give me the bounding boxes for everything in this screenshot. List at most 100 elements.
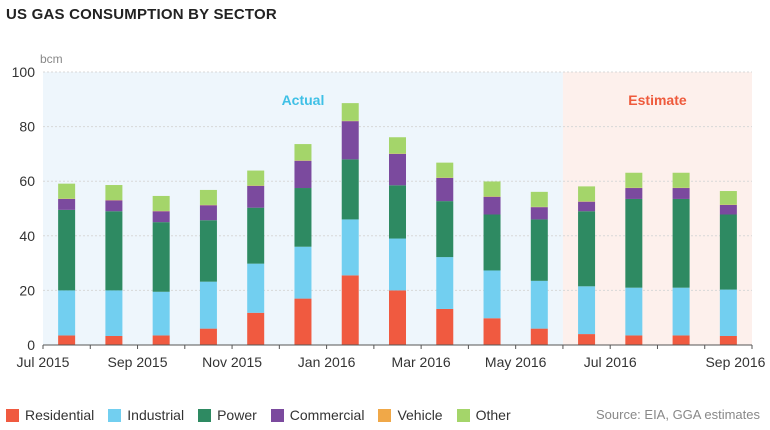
chart-title: US GAS CONSUMPTION BY SECTOR: [6, 6, 277, 23]
bar-segment-other: [105, 185, 123, 201]
bar-stack: [625, 172, 643, 345]
axes: 0 20 40 60 80 100 bcm Jul 2015 Sep 2015 Nov 2015 J…: [12, 52, 766, 370]
y-tick-label: 100: [12, 64, 36, 80]
bar-segment-other: [672, 172, 690, 188]
bar-segment-other: [247, 170, 265, 186]
x-tick-label: Jul 2016: [584, 354, 637, 370]
bar-segment-other: [58, 183, 76, 199]
bar-segment-power: [58, 209, 76, 291]
bar-segment-other: [483, 181, 501, 197]
legend-item-residential: Residential: [6, 407, 94, 423]
bar-stack: [530, 191, 548, 345]
bar-segment-other: [436, 162, 454, 178]
bar-stack: [58, 183, 76, 345]
bar-stack: [341, 103, 359, 345]
legend-item-power: Power: [198, 407, 257, 423]
bar-segment-residential: [152, 335, 170, 345]
bar-segment-industrial: [483, 270, 501, 319]
bar-segment-residential: [483, 318, 501, 345]
bar-stack: [483, 181, 501, 345]
bar-segment-industrial: [247, 263, 265, 313]
x-tick-label: Jul 2015: [17, 354, 70, 370]
x-tick-label: Sep 2015: [108, 354, 168, 370]
x-tick-label: May 2016: [485, 354, 547, 370]
bar-segment-industrial: [152, 291, 170, 336]
bar-segment-industrial: [294, 246, 312, 299]
bar-stack: [105, 185, 123, 345]
bar-segment-residential: [58, 335, 76, 345]
bar-segment-power: [578, 211, 596, 287]
legend-label: Residential: [25, 407, 95, 423]
bar-segment-commercial: [530, 207, 548, 220]
legend-item-industrial: Industrial: [108, 407, 184, 423]
bar-segment-commercial: [625, 188, 643, 199]
bar-segment-commercial: [58, 198, 76, 210]
bar-segment-other: [152, 195, 170, 211]
legend-swatch: [456, 408, 470, 422]
y-tick-label: 20: [19, 282, 35, 298]
bars: [58, 103, 737, 345]
bar-segment-industrial: [578, 286, 596, 335]
bar-segment-residential: [719, 335, 737, 345]
bar-segment-commercial: [672, 188, 690, 199]
bar-segment-power: [436, 201, 454, 258]
bar-segment-power: [152, 222, 170, 292]
bar-segment-industrial: [199, 281, 217, 329]
legend-label: Commercial: [289, 407, 365, 423]
legend-label: Power: [217, 407, 257, 423]
bar-stack: [436, 162, 454, 345]
bar-segment-power: [530, 219, 548, 281]
bar-segment-residential: [105, 335, 123, 345]
legend-item-commercial: Commercial: [270, 407, 365, 423]
bar-segment-industrial: [436, 257, 454, 309]
bar-segment-residential: [389, 290, 406, 345]
bar-segment-other: [578, 186, 596, 202]
band-label-actual: Actual: [282, 92, 325, 108]
legend-item-other: Other: [456, 407, 511, 423]
bar-segment-residential: [578, 334, 596, 345]
bar-segment-other: [341, 103, 359, 121]
bar-segment-power: [483, 214, 501, 271]
y-tick-label: 80: [19, 119, 35, 135]
bar-segment-commercial: [341, 121, 359, 160]
source-note: Source: EIA, GGA estimates: [595, 407, 760, 422]
unit-label: bcm: [40, 52, 63, 66]
legend-label: Other: [475, 407, 511, 423]
legend: Residential Industrial Power Commercial Vehi…: [6, 407, 525, 423]
x-tick-label: Jan 2016: [298, 354, 356, 370]
bar-segment-residential: [341, 275, 359, 345]
stacked-bar-chart: Actual Estimate 0 20 40 60 80 100 bcm Jul 2015 Se…: [12, 52, 766, 370]
bar-segment-commercial: [483, 196, 501, 215]
bar-segment-commercial: [105, 200, 123, 212]
bar-segment-power: [389, 185, 406, 239]
bar-stack: [389, 137, 406, 345]
bar-segment-residential: [199, 328, 217, 345]
bar-segment-commercial: [294, 160, 312, 189]
bar-segment-industrial: [719, 289, 737, 336]
legend-label: Industrial: [127, 407, 185, 423]
bar-segment-residential: [672, 335, 690, 345]
x-tick-label: Nov 2015: [202, 354, 262, 370]
bar-segment-other: [625, 172, 643, 188]
y-tick-label: 40: [19, 228, 35, 244]
bar-stack: [294, 144, 312, 345]
legend-swatch: [270, 408, 284, 422]
y-tick-label: 0: [27, 337, 35, 353]
legend-swatch: [108, 408, 122, 422]
bar-segment-power: [719, 214, 737, 290]
bar-stack: [152, 195, 170, 345]
bar-segment-commercial: [247, 185, 265, 208]
bar-segment-industrial: [341, 219, 359, 276]
bar-segment-power: [105, 211, 123, 291]
bar-segment-industrial: [105, 290, 123, 336]
bar-segment-other: [389, 137, 406, 154]
bar-segment-power: [247, 207, 265, 264]
bar-segment-commercial: [436, 177, 454, 202]
legend-swatch: [198, 408, 212, 422]
bar-segment-power: [199, 220, 217, 282]
bar-segment-industrial: [58, 290, 76, 336]
bar-segment-other: [294, 144, 312, 161]
bar-segment-commercial: [719, 204, 737, 215]
bar-segment-residential: [436, 308, 454, 345]
bar-segment-industrial: [530, 280, 548, 329]
